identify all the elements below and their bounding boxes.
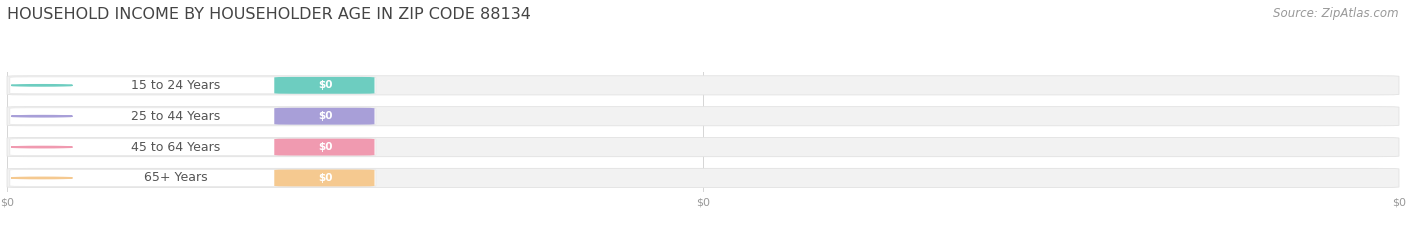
FancyBboxPatch shape [10,139,375,155]
FancyBboxPatch shape [274,77,374,94]
FancyBboxPatch shape [7,168,1399,188]
FancyBboxPatch shape [10,77,375,94]
FancyBboxPatch shape [7,137,1399,157]
FancyBboxPatch shape [7,76,1399,95]
FancyBboxPatch shape [10,170,375,186]
Circle shape [11,177,73,179]
Text: $0: $0 [318,142,332,152]
FancyBboxPatch shape [274,139,374,155]
Circle shape [11,85,73,86]
FancyBboxPatch shape [7,107,1399,126]
Text: $0: $0 [318,111,332,121]
Text: 65+ Years: 65+ Years [143,171,207,185]
Text: HOUSEHOLD INCOME BY HOUSEHOLDER AGE IN ZIP CODE 88134: HOUSEHOLD INCOME BY HOUSEHOLDER AGE IN Z… [7,7,531,22]
Text: $0: $0 [318,173,332,183]
Text: 25 to 44 Years: 25 to 44 Years [131,110,221,123]
FancyBboxPatch shape [274,108,374,125]
FancyBboxPatch shape [10,108,375,125]
FancyBboxPatch shape [274,170,374,186]
Text: $0: $0 [318,80,332,90]
Text: 15 to 24 Years: 15 to 24 Years [131,79,221,92]
Text: 45 to 64 Years: 45 to 64 Years [131,140,221,154]
Circle shape [11,116,73,117]
Circle shape [11,146,73,148]
Text: Source: ZipAtlas.com: Source: ZipAtlas.com [1274,7,1399,20]
